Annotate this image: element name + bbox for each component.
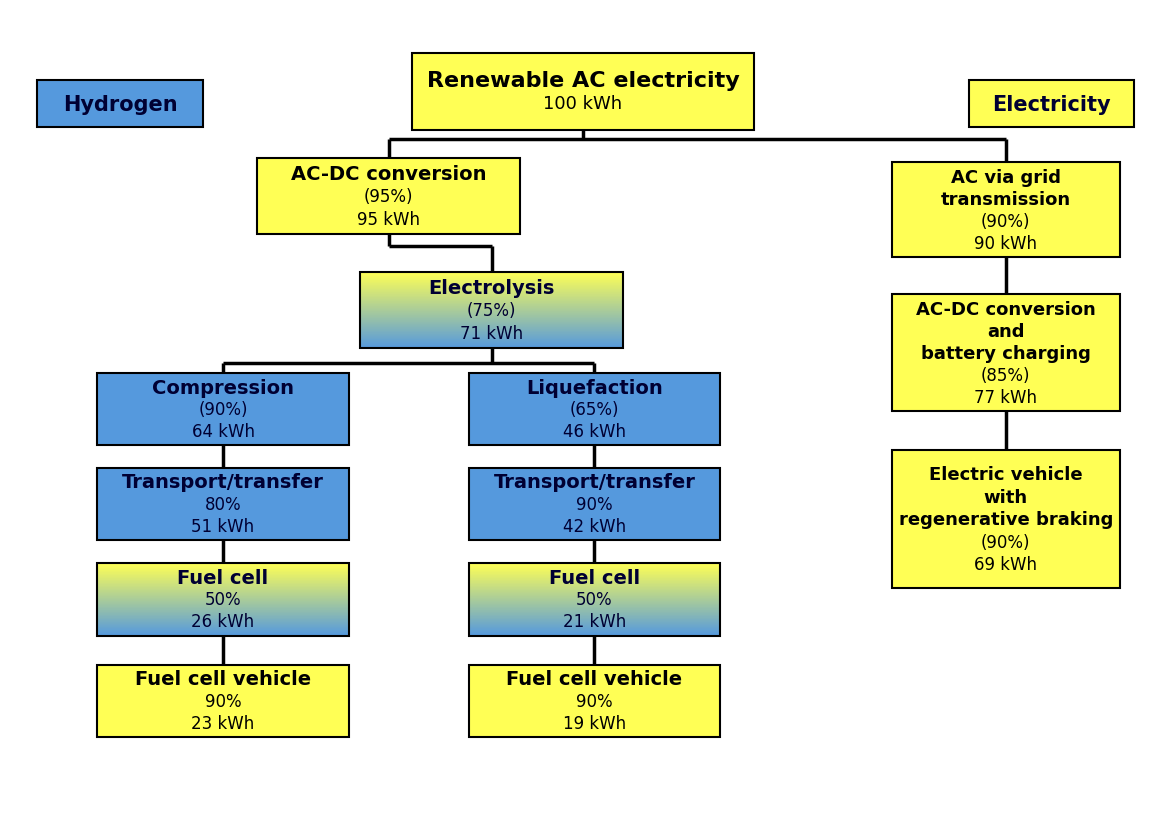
- Text: (85%): (85%): [981, 366, 1031, 384]
- Bar: [892, 295, 1121, 411]
- Text: Fuel cell: Fuel cell: [549, 568, 640, 587]
- Text: (90%): (90%): [981, 212, 1031, 230]
- Text: Fuel cell vehicle: Fuel cell vehicle: [506, 669, 682, 689]
- Text: (75%): (75%): [466, 301, 517, 319]
- Text: 26 kWh: 26 kWh: [191, 613, 254, 631]
- Bar: [258, 159, 520, 235]
- Text: 19 kWh: 19 kWh: [563, 713, 626, 731]
- Text: 77 kWh: 77 kWh: [975, 388, 1038, 406]
- Text: (90%): (90%): [981, 533, 1031, 551]
- Bar: [412, 54, 754, 130]
- Text: with: with: [984, 488, 1028, 506]
- Text: Liquefaction: Liquefaction: [526, 378, 662, 397]
- Text: 71 kWh: 71 kWh: [461, 324, 524, 342]
- Text: Fuel cell: Fuel cell: [177, 568, 268, 587]
- Bar: [360, 273, 623, 349]
- Text: 100 kWh: 100 kWh: [543, 95, 623, 113]
- Text: 42 kWh: 42 kWh: [563, 517, 626, 535]
- Text: 51 kWh: 51 kWh: [191, 517, 254, 535]
- Text: 90%: 90%: [576, 692, 613, 710]
- Text: 21 kWh: 21 kWh: [563, 613, 626, 631]
- Text: Transport/transfer: Transport/transfer: [493, 473, 695, 491]
- Bar: [97, 563, 349, 636]
- Bar: [969, 81, 1135, 128]
- Bar: [469, 468, 721, 541]
- Text: (65%): (65%): [570, 400, 619, 419]
- Text: battery charging: battery charging: [921, 344, 1090, 362]
- Text: (90%): (90%): [198, 400, 248, 419]
- Bar: [469, 563, 721, 636]
- Text: 64 kWh: 64 kWh: [191, 423, 254, 441]
- Text: AC-DC conversion: AC-DC conversion: [292, 165, 486, 183]
- Bar: [469, 665, 721, 737]
- Text: 90 kWh: 90 kWh: [975, 234, 1038, 252]
- Bar: [97, 373, 349, 446]
- Text: AC via grid: AC via grid: [950, 169, 1061, 187]
- Text: Electricity: Electricity: [992, 94, 1111, 115]
- Text: (95%): (95%): [364, 188, 414, 206]
- Text: Compression: Compression: [152, 378, 294, 397]
- Text: and: and: [988, 323, 1025, 341]
- Bar: [892, 450, 1121, 589]
- Bar: [892, 163, 1121, 258]
- Text: 50%: 50%: [576, 590, 613, 609]
- Text: Fuel cell vehicle: Fuel cell vehicle: [135, 669, 311, 689]
- Bar: [97, 665, 349, 737]
- Bar: [469, 373, 721, 446]
- Text: 90%: 90%: [576, 495, 613, 514]
- Text: Hydrogen: Hydrogen: [63, 94, 177, 115]
- Text: 50%: 50%: [205, 590, 241, 609]
- Bar: [97, 468, 349, 541]
- Text: Electric vehicle: Electric vehicle: [929, 465, 1082, 483]
- Text: 90%: 90%: [205, 692, 241, 710]
- Text: transmission: transmission: [941, 191, 1070, 208]
- Bar: [37, 81, 203, 128]
- Text: 80%: 80%: [205, 495, 241, 514]
- Text: Electrolysis: Electrolysis: [428, 278, 555, 298]
- Text: AC-DC conversion: AC-DC conversion: [916, 301, 1096, 319]
- Text: 95 kWh: 95 kWh: [357, 210, 420, 229]
- Text: 69 kWh: 69 kWh: [975, 555, 1038, 573]
- Text: 23 kWh: 23 kWh: [191, 713, 254, 731]
- Text: 46 kWh: 46 kWh: [563, 423, 626, 441]
- Text: Transport/transfer: Transport/transfer: [122, 473, 324, 491]
- Text: Renewable AC electricity: Renewable AC electricity: [427, 71, 739, 91]
- Text: regenerative braking: regenerative braking: [899, 510, 1114, 528]
